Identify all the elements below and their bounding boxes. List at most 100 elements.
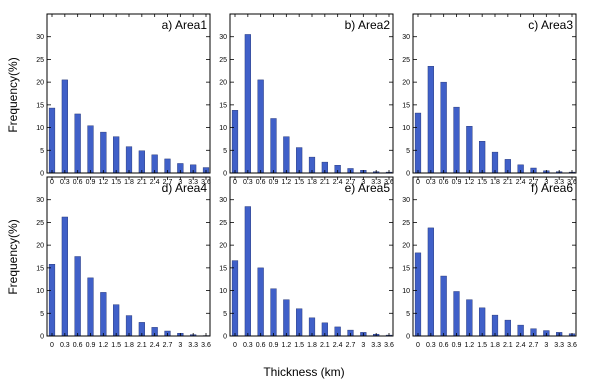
x-tick-label: 0.9: [269, 179, 279, 186]
bar: [479, 307, 486, 337]
x-tick-label: 2.1: [503, 342, 513, 349]
x-tick-label: 1.2: [98, 179, 108, 186]
y-tick-label: 25: [36, 220, 44, 227]
x-tick-label: 0: [50, 342, 54, 349]
x-tick-label: 3.3: [554, 179, 564, 186]
x-tick-label: 1.2: [464, 342, 474, 349]
y-tick-label: 10: [219, 125, 227, 132]
x-tick-label: 1.5: [111, 179, 121, 186]
bar: [414, 252, 422, 337]
bar: [491, 151, 499, 174]
y-tick-label: 0: [406, 334, 410, 341]
y-tick-label: 30: [402, 34, 410, 41]
x-tick-label: 2.4: [333, 179, 343, 186]
bar: [87, 125, 94, 174]
x-tick-label: 0.3: [60, 342, 70, 349]
x-tick-label: 2.1: [320, 179, 330, 186]
y-tick-label: 10: [36, 125, 44, 132]
panel-frame: [229, 176, 394, 337]
x-tick-label: 1.5: [111, 342, 121, 349]
y-tick-label: 0: [223, 171, 227, 178]
x-tick-label: 0.3: [243, 179, 253, 186]
x-tick-label: 0.6: [73, 342, 83, 349]
y-tick-label: 15: [219, 265, 227, 272]
bar: [125, 315, 133, 337]
x-tick-label: 2.4: [333, 342, 343, 349]
x-tick-label: 3.6: [384, 342, 394, 349]
y-tick-label: 20: [219, 243, 227, 250]
x-tick-label: 2.7: [346, 179, 356, 186]
x-tick-label: 0: [50, 179, 54, 186]
x-tick-label: 1.8: [307, 179, 317, 186]
bar: [61, 216, 68, 337]
x-tick-label: 3.3: [188, 342, 198, 349]
bar: [48, 264, 56, 337]
x-tick-label: 0.3: [426, 342, 436, 349]
panel-frame: [46, 13, 211, 174]
panel-frame: [412, 13, 577, 174]
x-tick-label: 3: [361, 342, 365, 349]
y-tick-label: 10: [402, 288, 410, 295]
bar: [440, 81, 447, 174]
x-tick-label: 3.6: [567, 342, 577, 349]
x-tick-label: 3: [178, 342, 182, 349]
x-tick-label: 1.8: [124, 342, 134, 349]
panel-frame: [46, 176, 211, 337]
bar: [113, 304, 120, 337]
y-tick-label: 30: [36, 34, 44, 41]
x-tick-label: 3: [544, 179, 548, 186]
x-tick-label: 0.6: [73, 179, 83, 186]
bar: [466, 299, 473, 337]
bar: [414, 112, 422, 174]
x-tick-label: 3.6: [384, 179, 394, 186]
bar: [440, 275, 447, 337]
bar: [61, 79, 68, 174]
x-tick-label: 0.6: [439, 179, 449, 186]
y-tick-label: 25: [219, 57, 227, 64]
x-tick-label: 1.8: [124, 179, 134, 186]
x-tick-label: 1.8: [490, 342, 500, 349]
x-tick-label: 1.2: [98, 342, 108, 349]
y-axis-label-top: Frequency(%): [6, 57, 20, 132]
y-tick-label: 25: [402, 220, 410, 227]
bar: [491, 314, 499, 337]
bar: [244, 206, 251, 337]
x-tick-label: 3: [361, 179, 365, 186]
bar: [296, 308, 303, 337]
bar: [138, 150, 145, 174]
x-tick-label: 3.6: [567, 179, 577, 186]
y-tick-label: 30: [402, 197, 410, 204]
panel-1: 0 5 10 15 20 25 30 0 0.3 0.6 0.9 1.2 1.5 1.8 2.1 2.4 2.7…: [36, 13, 211, 186]
bar: [48, 107, 56, 174]
x-tick-label: 0.9: [86, 342, 96, 349]
panel-title: f) Area6: [531, 181, 573, 195]
y-tick-label: 20: [402, 243, 410, 250]
x-tick-label: 3.3: [188, 179, 198, 186]
x-tick-label: 0: [233, 342, 237, 349]
x-tick-label: 0.9: [86, 179, 96, 186]
x-tick-label: 0.6: [256, 179, 266, 186]
y-tick-label: 5: [223, 311, 227, 318]
y-tick-label: 25: [36, 57, 44, 64]
x-tick-label: 2.1: [137, 342, 147, 349]
y-tick-label: 25: [402, 57, 410, 64]
y-axis-label-bottom: Frequency(%): [6, 219, 20, 294]
x-tick-label: 0.9: [452, 179, 462, 186]
bar: [113, 136, 120, 174]
x-tick-label: 3.6: [201, 342, 211, 349]
bar: [231, 260, 239, 337]
bar: [100, 292, 107, 337]
y-tick-label: 20: [402, 80, 410, 87]
x-tick-label: 0: [233, 179, 237, 186]
x-tick-label: 0.3: [243, 342, 253, 349]
x-tick-label: 2.7: [163, 342, 173, 349]
bar: [296, 147, 303, 174]
bar: [466, 126, 473, 174]
x-tick-label: 2.1: [137, 179, 147, 186]
x-tick-label: 0.6: [256, 342, 266, 349]
x-tick-label: 3: [544, 342, 548, 349]
y-tick-label: 15: [402, 265, 410, 272]
bar: [257, 79, 264, 174]
